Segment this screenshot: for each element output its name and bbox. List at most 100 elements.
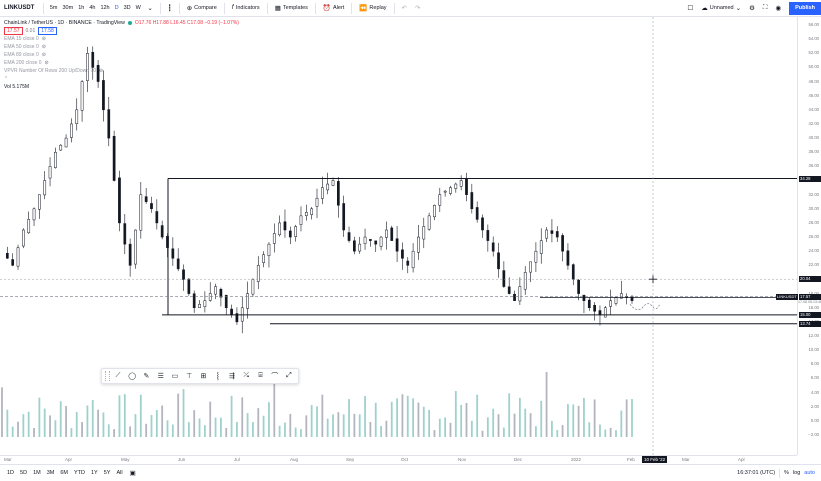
volume-bar [75, 412, 78, 437]
candle-body [481, 217, 484, 231]
log-toggle[interactable]: log [792, 470, 801, 476]
redo-button[interactable]: ↷ [411, 4, 424, 12]
timeframe-1d[interactable]: D [114, 5, 119, 11]
buy-price-button[interactable]: 17.58 [38, 27, 57, 35]
candle-body [43, 180, 47, 196]
candle-body [347, 232, 351, 241]
volume-label: Vol 5.175M [4, 84, 30, 90]
timeframe-5m[interactable]: 5m [49, 5, 58, 11]
alarm-clock-icon: ⏰ [322, 5, 332, 12]
range-ytd[interactable]: YTD [73, 470, 85, 476]
chart-properties-button[interactable]: ⚙ [745, 4, 759, 12]
range-1y[interactable]: 1Y [90, 470, 98, 476]
timeframe-dropdown[interactable]: ⌄ [143, 4, 156, 12]
auto-toggle[interactable]: auto [804, 470, 815, 476]
timeframe-3d[interactable]: 3D [123, 5, 131, 11]
indicator-row[interactable]: EMA 200 close 0 ⊘ [4, 59, 239, 67]
timeframe-1w[interactable]: W [135, 5, 141, 11]
long-position-icon[interactable]: ⤯ [243, 372, 249, 379]
path-icon[interactable]: ⌸ [258, 372, 263, 379]
crosshair-icon[interactable]: ⊞ [200, 373, 207, 380]
time-axis[interactable]: Mar Apr May Jun Jul Aug Sep Oct Nov Dec 2022 Feb Mar… [0, 455, 797, 464]
brush-icon[interactable]: ⇶ [229, 373, 235, 380]
range-5d[interactable]: 5D [20, 470, 28, 476]
volume-bar [540, 400, 543, 437]
trend-line-icon[interactable]: ⟋ [115, 372, 121, 379]
candle-body [112, 135, 116, 181]
templates-button[interactable]: ▦ Templates [271, 4, 312, 12]
sell-price-button[interactable]: 17.57 [4, 27, 23, 35]
candle-body [475, 207, 479, 220]
price-chart-canvas[interactable] [0, 17, 797, 455]
ray-icon[interactable]: ⤢ [286, 372, 292, 379]
vertical-line-icon[interactable]: ⊤ [186, 373, 193, 380]
range-all[interactable]: All [116, 470, 123, 476]
eye-off-icon[interactable]: ⊘ [41, 44, 46, 50]
price-tick: 32.00 [808, 191, 819, 197]
time-display[interactable]: 16:37:01 (UTC) [737, 470, 776, 476]
rectangle-icon[interactable]: ▭ [171, 373, 179, 380]
compare-button[interactable]: ⊕ Compare [183, 4, 221, 12]
layout-toggle[interactable]: ☐ [683, 4, 697, 12]
fullscreen-button[interactable]: ⛶ [759, 4, 772, 12]
grip-icon[interactable] [105, 371, 110, 381]
volume-bar [353, 413, 356, 437]
eye-off-icon[interactable]: ⊘ [44, 60, 49, 66]
eye-off-icon[interactable]: ⊘ [41, 36, 46, 42]
circle-icon[interactable]: ◯ [128, 373, 137, 380]
timeframe-30m[interactable]: 30m [62, 5, 74, 11]
price-tick: 2.00 [810, 403, 819, 409]
price-axis-label: 34.28 [799, 175, 821, 182]
range-3m[interactable]: 3M [46, 470, 55, 476]
symbol-title[interactable]: ChainLink / TetherUS · 1D · BINANCE · Tr… [4, 20, 125, 26]
undo-button[interactable]: ↶ [398, 4, 411, 12]
replay-button[interactable]: ⏪ Replay [355, 4, 390, 12]
candle-body [545, 229, 548, 239]
publish-button[interactable]: Publish [789, 1, 821, 15]
goto-date-button[interactable]: ▣ [126, 469, 140, 477]
volume-row[interactable]: Vol 5.175M [4, 83, 239, 91]
range-1d[interactable]: 1D [7, 470, 15, 476]
volume-bar [59, 401, 62, 437]
volume-bar [476, 394, 479, 437]
candle-type-button[interactable]: ┇ [164, 4, 176, 12]
volume-bar [300, 429, 302, 437]
volume-bar [177, 393, 180, 437]
replay-label: Replay [369, 5, 387, 11]
volume-bar [438, 418, 441, 437]
candle-body [22, 229, 25, 247]
timeframe-4h[interactable]: 4h [89, 5, 96, 11]
range-5y[interactable]: 5Y [103, 470, 111, 476]
range-1m[interactable]: 1M [33, 470, 41, 476]
arc-icon[interactable]: ⌒ [271, 373, 279, 380]
volume-bar [534, 426, 537, 437]
timeframe-12h[interactable]: 12h [100, 5, 110, 11]
percent-toggle[interactable]: % [784, 470, 789, 476]
price-axis-label: 17.57 [799, 293, 821, 300]
alert-button[interactable]: ⏰ Alert [319, 4, 348, 12]
chevron-up-icon[interactable]: ⌃ [4, 76, 9, 82]
fib-icon[interactable]: ☰ [157, 373, 164, 380]
price-tick: 42.00 [808, 120, 819, 126]
candle-body [395, 238, 399, 252]
volume-bar [316, 406, 318, 437]
eye-off-icon[interactable]: ⊘ [98, 68, 104, 74]
text-icon[interactable]: ⸾ [216, 372, 219, 380]
price-axis[interactable]: 56.00 54.00 52.00 50.00 48.00 46.00 44.00 42.00… [797, 17, 821, 455]
layout-name-button[interactable]: ☁ Unnamed ⌄ [697, 4, 745, 12]
candle-body [561, 235, 564, 252]
symbol-search[interactable]: LINKUSDT [4, 5, 35, 11]
candle-body [609, 300, 612, 307]
indicator-row[interactable]: EMA 15 close 0 ⊘ [4, 35, 239, 43]
indicator-row[interactable]: EMA 50 close 0 ⊘ [4, 43, 239, 51]
snapshot-button[interactable]: ◉ [771, 4, 785, 12]
eye-off-icon[interactable]: ⊘ [41, 52, 46, 58]
indicator-row[interactable]: VPVR Number Of Rows 200 Up/Down 70 ⊘ [4, 67, 239, 75]
indicators-button[interactable]: 𝑓 Indicators [228, 4, 264, 12]
indicator-row[interactable]: EMA 89 close 0 ⊘ [4, 51, 239, 59]
candle-body [310, 208, 314, 215]
range-6m[interactable]: 6M [60, 470, 68, 476]
timeframe-1h[interactable]: 1h [78, 5, 85, 11]
volume-bar [502, 427, 505, 437]
pencil-icon[interactable]: ✎ [143, 373, 150, 380]
